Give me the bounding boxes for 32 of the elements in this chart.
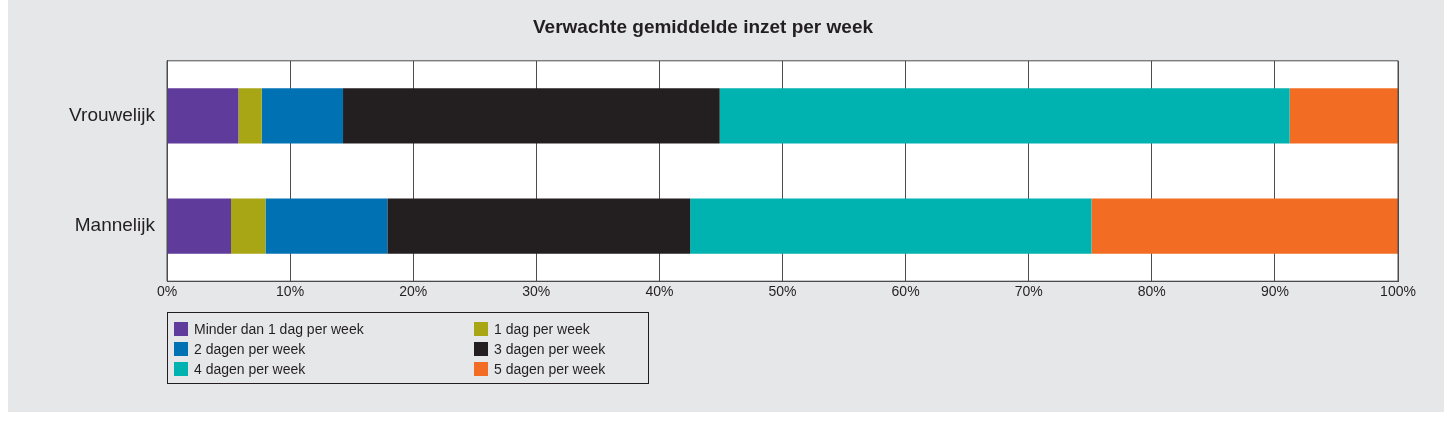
bar	[387, 198, 691, 254]
x-tick-label: 100%	[1380, 283, 1416, 300]
legend-label: Minder dan 1 dag per week	[194, 321, 364, 337]
x-tick-label: 40%	[645, 283, 674, 300]
legend-label: 5 dagen per week	[494, 361, 606, 377]
chart-title: Verwachte gemiddelde inzet per week	[532, 15, 874, 37]
bar	[690, 198, 1092, 254]
bar	[238, 88, 262, 144]
x-tick-label: 80%	[1137, 283, 1166, 300]
legend-label: 4 dagen per week	[194, 361, 306, 377]
legend-label: 1 dag per week	[494, 321, 590, 337]
bar	[265, 198, 388, 254]
bar	[343, 88, 720, 144]
x-tick-label: 50%	[768, 283, 797, 300]
bar	[1091, 198, 1398, 254]
x-tick-label: 60%	[891, 283, 920, 300]
x-tick-label: 30%	[522, 283, 551, 300]
x-tick-label: 20%	[399, 283, 428, 300]
legend-label: 3 dagen per week	[494, 341, 606, 357]
legend-label: 2 dagen per week	[194, 341, 306, 357]
bar	[231, 198, 266, 254]
bar	[167, 88, 239, 144]
y-tick-label: Vrouwelijk	[69, 104, 156, 126]
x-tick-label: 0%	[156, 283, 178, 300]
bar	[261, 88, 344, 144]
bar	[719, 88, 1290, 144]
y-tick-label: Mannelijk	[74, 214, 156, 236]
bar	[1289, 88, 1398, 144]
bar	[167, 198, 232, 254]
x-tick-label: 10%	[276, 283, 305, 300]
x-tick-label: 90%	[1260, 283, 1289, 300]
x-tick-label: 70%	[1014, 283, 1043, 300]
